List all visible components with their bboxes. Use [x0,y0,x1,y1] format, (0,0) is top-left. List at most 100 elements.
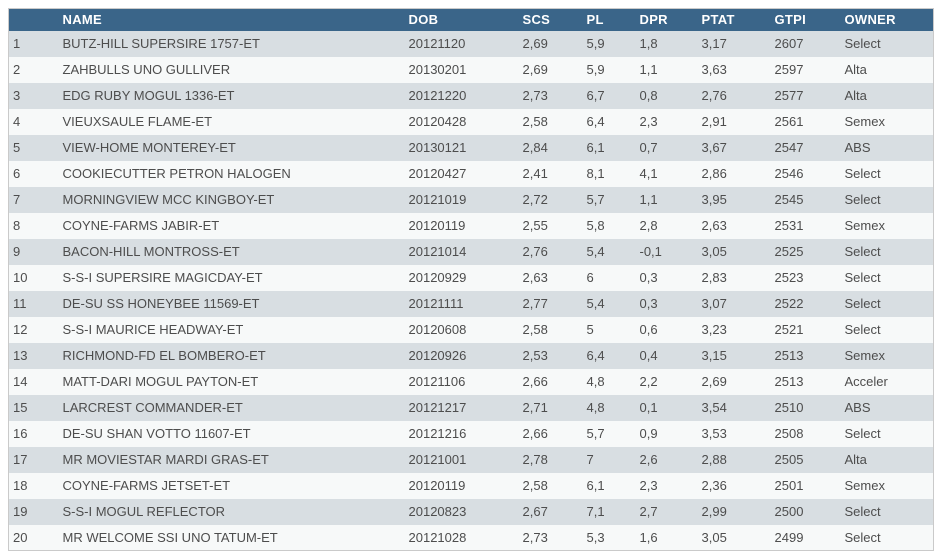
cell-gtpi: 2501 [774,478,804,493]
cell-dob: 20120926 [408,348,467,363]
cell-dob: 20121217 [408,400,467,415]
table-row: 7 MORNINGVIEW MCC KINGBOY-ET 20121019 2,72 5… [8,186,934,213]
cell-dob: 20130201 [408,62,467,77]
cell-rank: 1 [13,36,21,51]
cell-gtpi: 2521 [774,322,804,337]
table-row: 5 VIEW-HOME MONTEREY-ET 20130121 2,84 6,1 0,7… [8,134,934,161]
cell-pl: 5,4 [586,296,605,311]
cell-ptat: 2,63 [701,218,727,233]
cell-name: MORNINGVIEW MCC KINGBOY-ET [62,192,275,207]
cell-gtpi: 2513 [774,348,804,363]
cell-ptat: 2,36 [701,478,727,493]
cell-dpr: 1,8 [639,36,658,51]
cell-dpr: 0,4 [639,348,658,363]
cell-owner: Acceler [844,374,888,389]
cell-rank: 5 [13,140,21,155]
cell-scs: 2,76 [522,244,548,259]
cell-gtpi: 2545 [774,192,804,207]
cell-name: COOKIECUTTER PETRON HALOGEN [62,166,291,181]
cell-ptat: 3,07 [701,296,727,311]
cell-rank: 4 [13,114,21,129]
cell-dpr: 2,3 [639,114,658,129]
cell-ptat: 3,15 [701,348,727,363]
table-row: 3 EDG RUBY MOGUL 1336-ET 20121220 2,73 6,7 0,… [8,82,934,109]
cell-gtpi: 2513 [774,374,804,389]
cell-owner: Semex [844,348,885,363]
cell-name: LARCREST COMMANDER-ET [62,400,243,415]
cell-rank: 15 [13,400,28,415]
cell-rank: 13 [13,348,28,363]
table-row: 14 MATT-DARI MOGUL PAYTON-ET 20121106 2,66 4… [8,368,934,395]
cell-owner: Alta [844,88,867,103]
cell-dob: 20120608 [408,322,467,337]
cell-dpr: 0,6 [639,322,658,337]
cell-rank: 10 [13,270,28,285]
cell-scs: 2,73 [522,88,548,103]
cell-scs: 2,63 [522,270,548,285]
table-row: 8 COYNE-FARMS JABIR-ET 20120119 2,55 5,8 2,8 2… [8,212,934,239]
cell-ptat: 3,67 [701,140,727,155]
cell-name: S-S-I MAURICE HEADWAY-ET [62,322,244,337]
cell-dpr: 0,3 [639,296,658,311]
cell-scs: 2,53 [522,348,548,363]
cell-owner: Select [844,270,881,285]
cell-pl: 7,1 [586,504,605,519]
cell-dpr: 0,8 [639,88,658,103]
column-header-scs[interactable]: SCS [518,8,583,31]
cell-gtpi: 2500 [774,504,804,519]
table-row: 20 MR WELCOME SSI UNO TATUM-ET 20121028 2,7… [8,524,934,551]
cell-dpr: 2,7 [639,504,658,519]
cell-scs: 2,66 [522,426,548,441]
cell-scs: 2,58 [522,478,548,493]
column-header-dpr[interactable]: DPR [635,8,698,31]
cell-gtpi: 2499 [774,529,804,545]
cell-ptat: 2,69 [701,374,727,389]
cell-dob: 20121001 [408,452,467,467]
cell-ptat: 3,17 [701,36,727,51]
cell-scs: 2,58 [522,322,548,337]
cell-pl: 4,8 [586,374,605,389]
cell-ptat: 3,05 [701,244,727,259]
cell-ptat: 3,95 [701,192,727,207]
cell-dob: 20121028 [408,529,467,545]
cell-dpr: 2,8 [639,218,658,233]
cell-name: MR MOVIESTAR MARDI GRAS-ET [62,452,269,467]
cell-owner: Select [844,426,881,441]
sire-ranking-table-container: NAME DOB SCS PL DPR PTAT GTPI OWNER 1 BUT… [8,8,935,551]
table-row: 2 ZAHBULLS UNO GULLIVER 20130201 2,69 5,9 1,1… [8,56,934,83]
cell-dob: 20121120 [408,36,466,51]
cell-name: DE-SU SHAN VOTTO 11607-ET [62,426,251,441]
cell-owner: Alta [844,62,867,77]
cell-name: MR WELCOME SSI UNO TATUM-ET [62,529,278,545]
cell-dob: 20120119 [408,478,466,493]
cell-gtpi: 2510 [774,400,804,415]
cell-name: ZAHBULLS UNO GULLIVER [62,62,231,77]
cell-dpr: 0,3 [639,270,658,285]
cell-gtpi: 2547 [774,140,804,155]
cell-owner: Semex [844,114,885,129]
cell-owner: Select [844,244,881,259]
column-header-gtpi[interactable]: GTPI [770,8,841,31]
column-header-ptat[interactable]: PTAT [697,8,771,31]
cell-name: RICHMOND-FD EL BOMBERO-ET [62,348,266,363]
cell-owner: Select [844,504,881,519]
cell-gtpi: 2597 [774,62,804,77]
table-row: 13 RICHMOND-FD EL BOMBERO-ET 20120926 2,53 6… [8,342,934,369]
cell-pl: 6,4 [586,348,605,363]
cell-name: S-S-I MOGUL REFLECTOR [62,504,226,519]
table-row: 10 S-S-I SUPERSIRE MAGICDAY-ET 20120929 2,6… [8,264,934,291]
cell-dob: 20130121 [408,140,467,155]
table-row: 12 S-S-I MAURICE HEADWAY-ET 20120608 2,58 5 0… [8,316,934,343]
cell-pl: 5,9 [586,62,605,77]
cell-owner: ABS [844,140,871,155]
column-header-pl[interactable]: PL [582,8,636,31]
table-body: 1 BUTZ-HILL SUPERSIRE 1757-ET 20121120 2,69… [8,30,934,551]
column-header-dob[interactable]: DOB [404,8,519,31]
cell-scs: 2,58 [522,114,548,129]
cell-pl: 5,9 [586,36,605,51]
column-header-name[interactable]: NAME [58,8,405,31]
cell-rank: 2 [13,62,21,77]
cell-rank: 19 [13,504,28,519]
cell-name: MATT-DARI MOGUL PAYTON-ET [62,374,259,389]
column-header-owner[interactable]: OWNER [840,8,934,31]
